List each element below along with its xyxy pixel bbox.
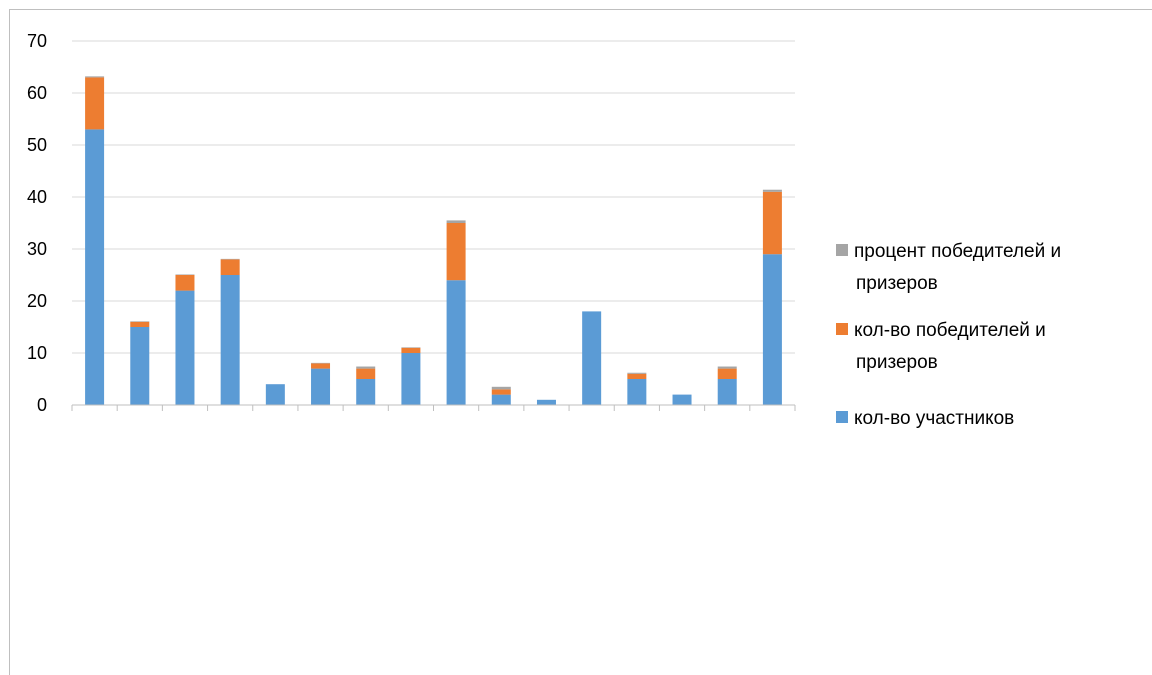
bar-segment-series-3-cat-10 [491, 386, 511, 390]
bar-segment-series-1-cat-10 [491, 394, 511, 405]
bar-segment-series-2-cat-8 [401, 347, 421, 353]
bar-segment-series-2-cat-4 [220, 259, 240, 275]
bar-segment-series-1-cat-13 [627, 379, 647, 405]
bar-segment-series-1-cat-16 [762, 254, 782, 405]
bar-segment-series-3-cat-1 [85, 76, 105, 78]
bar-segment-series-1-cat-6 [311, 368, 331, 405]
y-tick-label: 20 [27, 291, 47, 311]
legend-label-series-2: призеров [856, 352, 938, 373]
bar-segment-series-2-cat-1 [85, 77, 105, 130]
bar-segment-series-3-cat-13 [627, 372, 647, 374]
bar-segment-series-1-cat-11 [536, 399, 556, 405]
bar-segment-series-2-cat-6 [311, 363, 331, 369]
bar-segment-series-3-cat-2 [130, 321, 150, 322]
legend-swatch-series-3 [836, 244, 848, 256]
bar-segment-series-3-cat-15 [717, 366, 737, 369]
bar-segment-series-1-cat-8 [401, 353, 421, 405]
bar-segment-series-2-cat-16 [762, 191, 782, 255]
bar-segment-series-1-cat-12 [582, 311, 602, 405]
y-tick-label: 40 [27, 187, 47, 207]
y-tick-label: 0 [37, 395, 47, 415]
bar-segment-series-1-cat-4 [220, 275, 240, 405]
chart-frame [9, 9, 1152, 675]
bar-segment-series-3-cat-9 [446, 220, 466, 223]
bar-segment-series-1-cat-14 [672, 394, 692, 405]
y-tick-label: 60 [27, 83, 47, 103]
y-tick-label: 30 [27, 239, 47, 259]
legend-label-series-1: кол-во участников [854, 408, 1014, 429]
bar-segment-series-2-cat-7 [356, 368, 376, 379]
bar-segment-series-3-cat-3 [175, 274, 195, 275]
y-tick-label: 70 [27, 31, 47, 51]
bar-segment-series-3-cat-8 [401, 347, 421, 348]
bar-segment-series-1-cat-15 [717, 379, 737, 405]
legend-label-series-2: кол-во победителей и [854, 320, 1046, 341]
bar-segment-series-3-cat-6 [311, 362, 331, 364]
bar-segment-series-1-cat-1 [85, 129, 105, 405]
bar-segment-series-1-cat-2 [130, 327, 150, 405]
y-tick-label: 50 [27, 135, 47, 155]
bar-segment-series-2-cat-10 [491, 389, 511, 395]
bar-segment-series-2-cat-13 [627, 373, 647, 379]
bar-segment-series-1-cat-3 [175, 290, 195, 405]
legend-label-series-3: призеров [856, 273, 938, 294]
bar-segment-series-3-cat-16 [762, 189, 782, 192]
bar-segment-series-1-cat-5 [265, 384, 285, 405]
bar-segment-series-3-cat-7 [356, 366, 376, 369]
y-tick-labels: 0 10 20 30 40 50 60 70 [27, 31, 47, 415]
bar-segment-series-3-cat-4 [220, 258, 240, 260]
axes [71, 404, 796, 411]
legend-swatch-series-1 [836, 411, 848, 423]
bar-segment-series-1-cat-9 [446, 280, 466, 405]
bar-segment-series-2-cat-2 [130, 321, 150, 327]
legend-label-series-3: процент победителей и [854, 241, 1061, 262]
gridlines [72, 40, 795, 354]
bar-segment-series-2-cat-9 [446, 223, 466, 281]
bar-segment-series-2-cat-3 [175, 275, 195, 291]
bar-segment-series-2-cat-15 [717, 368, 737, 379]
legend-swatch-series-2 [836, 323, 848, 335]
y-tick-label: 10 [27, 343, 47, 363]
bars [85, 76, 782, 405]
bar-segment-series-1-cat-7 [356, 379, 376, 405]
legend: процент победителей и призеров кол-во побе… [836, 241, 1061, 429]
